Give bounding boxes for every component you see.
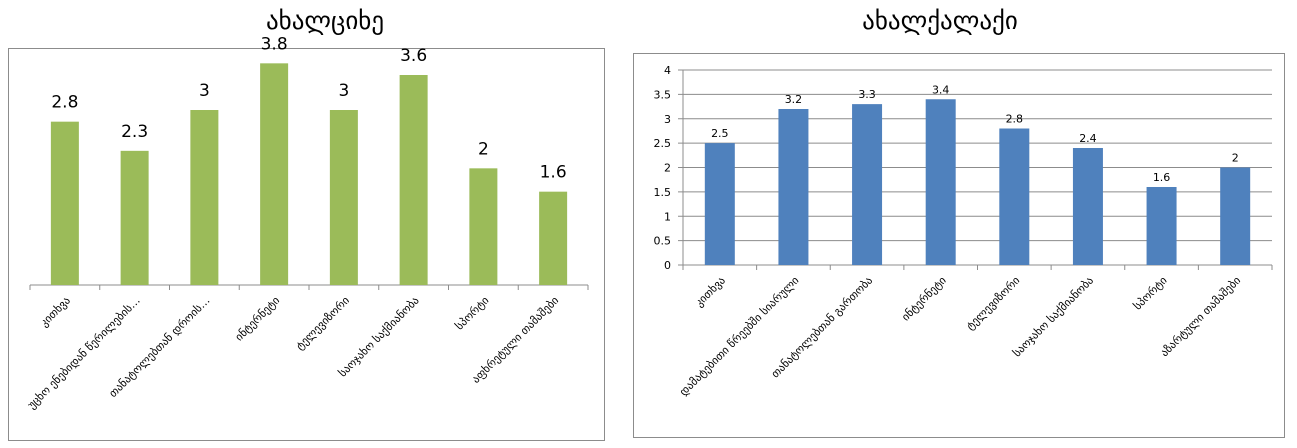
value-label-1-7: 2: [1232, 152, 1239, 165]
chart-title-akhaltsikhe: ახალციხე: [265, 6, 385, 35]
value-label-1-1: 3.2: [785, 93, 803, 106]
y-tick-label-1-3: 1.5: [654, 186, 672, 199]
value-label-0-0: 2.8: [51, 93, 78, 113]
category-label-0-4: ტელევიზორი: [293, 294, 352, 353]
bar-1-4: [999, 128, 1030, 265]
y-tick-label-1-2: 1: [664, 210, 671, 223]
y-tick-label-1-4: 2: [664, 162, 671, 175]
category-label-0-6: სპორტი: [453, 294, 492, 333]
bar-1-1: [778, 109, 809, 265]
bar-0-1: [120, 150, 149, 285]
category-label-1-6: სპორტი: [1131, 274, 1170, 313]
category-label-1-1: დამატებითი წრეებში სიარული: [677, 274, 802, 399]
value-label-1-5: 2.4: [1079, 132, 1097, 145]
category-label-0-0: კითხვა: [38, 294, 74, 330]
bar-0-3: [260, 63, 289, 286]
bar-0-0: [50, 121, 79, 286]
y-tick-label-1-0: 0: [664, 259, 671, 272]
category-label-1-7: აზარტული თამაშები: [1158, 274, 1244, 360]
bar-1-5: [1072, 148, 1103, 265]
bar-1-7: [1220, 167, 1251, 265]
value-label-0-6: 2: [478, 139, 489, 159]
value-label-0-1: 2.3: [121, 122, 148, 142]
category-label-0-1: უცხო ენებიდან წერილების…: [25, 294, 143, 412]
bar-0-4: [329, 110, 358, 285]
value-label-0-4: 3: [338, 81, 349, 101]
category-label-0-3: ინტერნეტი: [233, 294, 283, 344]
value-label-1-0: 2.5: [711, 127, 729, 140]
category-label-1-3: ინტერნეტი: [899, 274, 949, 324]
y-tick-label-1-5: 2.5: [654, 137, 672, 150]
value-label-0-3: 3.8: [261, 34, 288, 54]
bar-0-6: [469, 168, 498, 285]
bar-0-2: [190, 110, 219, 285]
bar-1-3: [925, 99, 956, 265]
bar-0-5: [399, 75, 428, 285]
value-label-0-5: 3.6: [400, 46, 427, 66]
bar-0-7: [539, 191, 568, 285]
y-tick-label-1-7: 3.5: [654, 88, 672, 101]
value-label-1-2: 3.3: [858, 88, 876, 101]
y-tick-label-1-1: 0.5: [654, 235, 672, 248]
chart-title-akhalkalaki: ახალქალაქი: [862, 6, 1018, 35]
value-label-0-7: 1.6: [540, 163, 567, 183]
bar-1-6: [1146, 187, 1177, 265]
y-tick-label-1-6: 3: [664, 113, 671, 126]
category-label-1-0: კითხვა: [693, 274, 729, 310]
value-label-1-3: 3.4: [932, 83, 950, 96]
bar-1-0: [704, 143, 735, 265]
value-label-0-2: 3: [199, 81, 210, 101]
value-label-1-4: 2.8: [1006, 113, 1024, 126]
chart-frame-akhaltsikhe: [8, 48, 605, 441]
value-label-1-6: 1.6: [1153, 171, 1171, 184]
category-label-0-5: საოჯახო საქმიანობა: [336, 294, 422, 380]
bar-1-2: [852, 104, 883, 265]
category-label-1-4: ტელევიზორი: [964, 274, 1023, 333]
category-label-1-5: საოჯახო საქმიანობა: [1010, 274, 1096, 360]
y-tick-label-1-8: 4: [664, 64, 671, 77]
